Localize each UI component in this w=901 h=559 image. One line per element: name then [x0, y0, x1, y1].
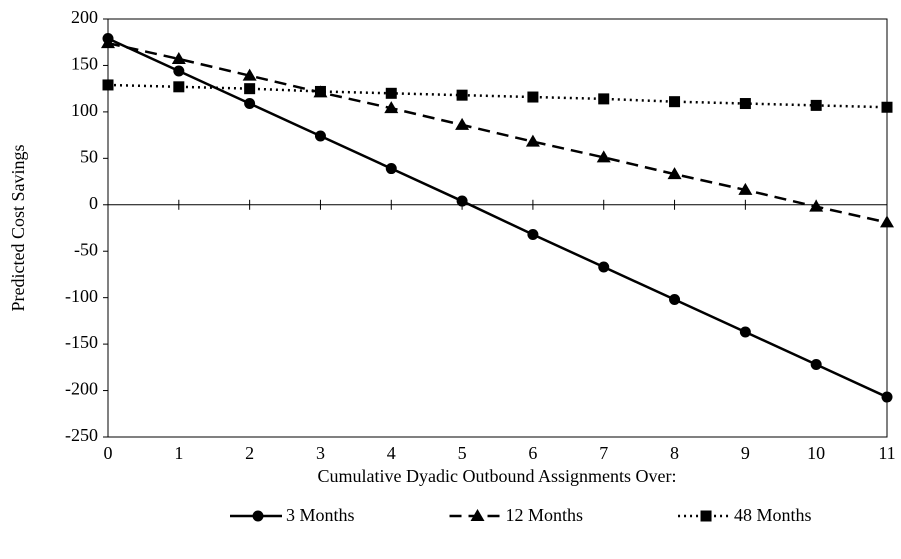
y-tick-label: -250 — [65, 425, 98, 445]
x-tick-label: 11 — [878, 443, 895, 463]
data-point — [173, 65, 185, 77]
series-line — [107, 83, 888, 109]
x-axis-label: Cumulative Dyadic Outbound Assignments O… — [318, 466, 677, 486]
x-tick-label: 7 — [599, 443, 608, 463]
x-tick-label: 10 — [807, 443, 825, 463]
data-point — [385, 163, 397, 175]
legend-label: 12 Months — [506, 505, 584, 525]
data-point — [173, 81, 185, 93]
data-point — [244, 98, 256, 110]
series-line — [107, 37, 888, 399]
data-point — [527, 229, 539, 241]
y-tick-label: -100 — [65, 286, 98, 306]
data-point — [669, 294, 681, 306]
data-point — [810, 359, 822, 371]
data-point — [881, 391, 893, 403]
data-point — [667, 167, 682, 180]
y-tick-label: 150 — [71, 54, 98, 74]
x-tick-label: 9 — [741, 443, 750, 463]
plot-frame — [107, 18, 888, 438]
data-point — [455, 117, 470, 130]
data-point — [242, 68, 257, 81]
data-point — [881, 101, 893, 113]
y-tick-label: -50 — [74, 239, 98, 259]
data-point — [880, 215, 894, 228]
data-point — [738, 182, 753, 195]
y-tick-label: 100 — [71, 100, 98, 120]
y-tick-label: -200 — [65, 379, 98, 399]
x-tick-label: 0 — [104, 443, 113, 463]
data-point — [598, 261, 610, 273]
y-axis-label: Predicted Cost Savings — [8, 145, 28, 312]
data-point — [527, 91, 539, 103]
x-tick-label: 8 — [670, 443, 679, 463]
y-tick-label: 0 — [89, 193, 98, 213]
data-point — [596, 150, 611, 163]
series-line — [107, 41, 888, 224]
x-tick-label: 6 — [528, 443, 537, 463]
data-point — [598, 93, 610, 105]
data-point — [171, 51, 186, 64]
data-point — [669, 96, 681, 108]
data-point — [314, 130, 326, 142]
y-tick-label: 200 — [71, 7, 98, 27]
data-point — [739, 326, 751, 338]
data-point — [102, 79, 114, 91]
legend-marker — [700, 510, 712, 522]
data-point — [456, 89, 468, 101]
legend-label: 3 Months — [286, 505, 355, 525]
data-point — [525, 134, 540, 147]
x-tick-label: 4 — [387, 443, 396, 463]
x-tick-label: 1 — [174, 443, 183, 463]
legend-label: 48 Months — [734, 505, 812, 525]
x-tick-label: 3 — [316, 443, 325, 463]
x-tick-label: 5 — [458, 443, 467, 463]
data-point — [101, 36, 115, 49]
data-point — [456, 195, 468, 207]
x-tick-label: 2 — [245, 443, 254, 463]
data-point — [810, 99, 822, 111]
y-tick-label: -150 — [65, 332, 98, 352]
data-point — [384, 101, 399, 114]
data-point — [809, 199, 824, 212]
legend-marker — [470, 509, 485, 521]
data-point — [385, 87, 397, 99]
data-point — [244, 83, 256, 95]
data-point — [739, 98, 751, 110]
legend-marker — [252, 510, 264, 522]
data-point — [314, 85, 326, 97]
y-tick-label: 50 — [80, 146, 98, 166]
